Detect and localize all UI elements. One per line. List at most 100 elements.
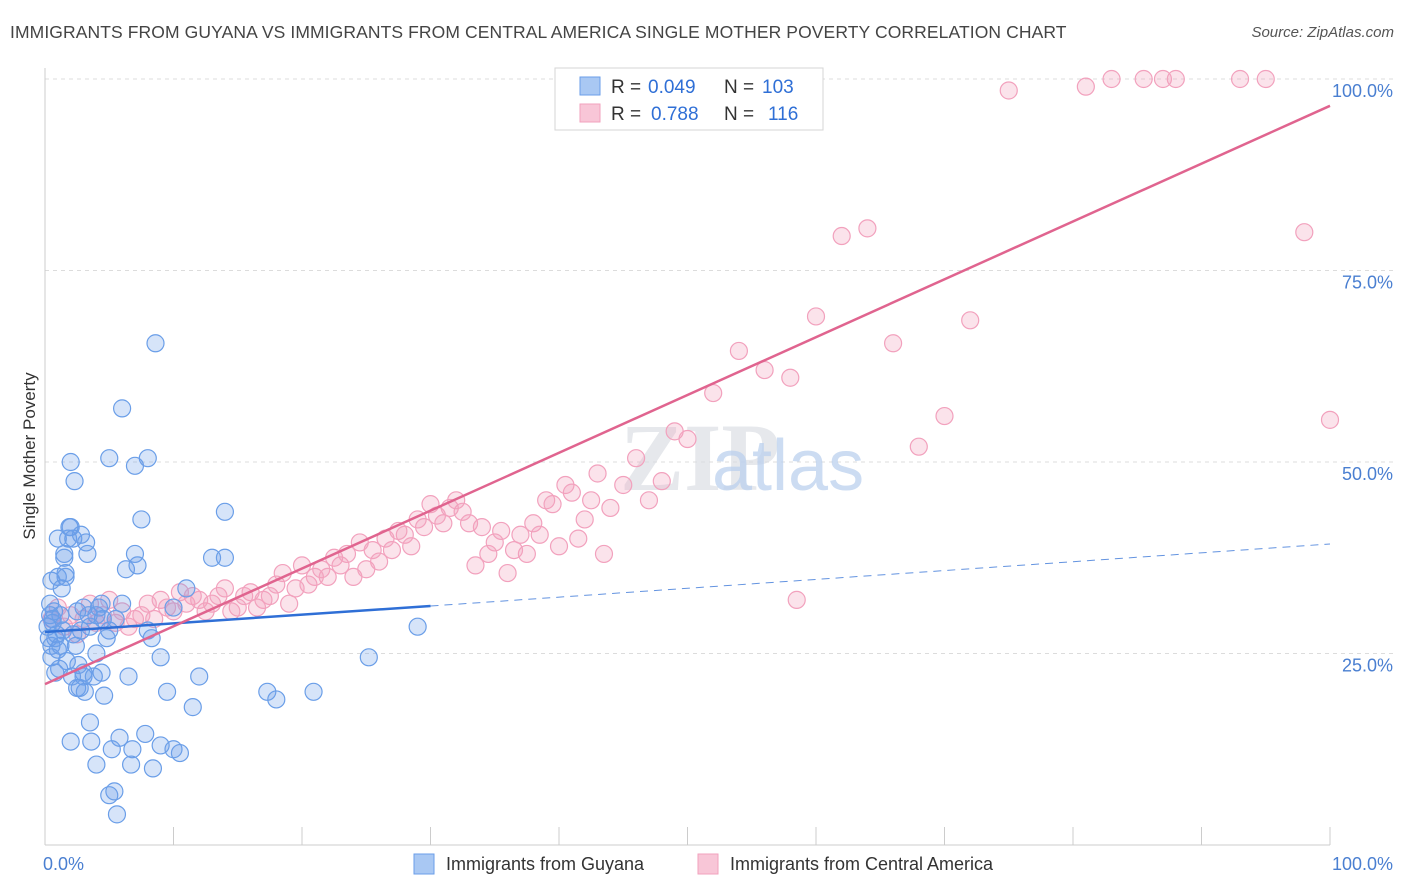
- guyana-point-66: [48, 529, 67, 548]
- central-america-point-110: [1230, 69, 1250, 89]
- guyana-point-84: [164, 740, 183, 759]
- guyana-point-32: [80, 713, 100, 732]
- guyana-point-33: [82, 732, 101, 751]
- stats-box: R = 0.049 N = 103 R = 0.788 N = 116: [554, 67, 824, 131]
- central-america-point-69: [485, 533, 504, 552]
- guyana-point-56: [151, 648, 170, 667]
- legend-label-central-america: Immigrants from Central America: [730, 854, 994, 874]
- guyana-point-76: [61, 732, 80, 751]
- guyana-point-96: [92, 594, 111, 613]
- y-tick-label-3: 100.0%: [1332, 81, 1393, 101]
- y-tick-label-0: 25.0%: [1342, 656, 1393, 676]
- guyana-point-102: [106, 609, 125, 629]
- central-america-point-51: [370, 552, 389, 571]
- central-america-point-68: [479, 544, 498, 564]
- central-america-point-102: [909, 437, 928, 456]
- guyana-point-93: [64, 529, 83, 548]
- central-america-point-66: [466, 556, 485, 575]
- central-america-point-112: [1295, 223, 1314, 242]
- legend-label-guyana: Immigrants from Guyana: [446, 854, 645, 874]
- stats-r-label-1: R =: [611, 77, 641, 98]
- guyana-point-65: [42, 571, 61, 590]
- guyana-point-37: [92, 663, 111, 682]
- central-america-point-56: [402, 537, 421, 556]
- central-america-point-74: [517, 544, 536, 564]
- central-america-point-67: [472, 518, 491, 537]
- central-america-point-106: [1076, 77, 1095, 96]
- central-america-point-84: [582, 491, 601, 510]
- guyana-point-38: [95, 686, 114, 705]
- guyana-point-47: [119, 667, 138, 686]
- guyana-point-64: [215, 502, 234, 521]
- central-america-point-87: [601, 498, 620, 518]
- central-america-point-82: [569, 529, 588, 548]
- central-america-point-34: [260, 586, 279, 606]
- guyana-point-19: [61, 452, 80, 472]
- guyana-point-50: [128, 556, 147, 575]
- guyana-point-57: [157, 682, 177, 701]
- guyana-point-31: [78, 544, 97, 564]
- guyana-point-91: [359, 648, 378, 667]
- central-america-point-61: [434, 514, 453, 533]
- guyana-point-48: [121, 755, 141, 774]
- central-america-point-79: [549, 537, 569, 556]
- guyana-point-68: [61, 518, 80, 537]
- legend-swatch-guyana: [413, 853, 435, 875]
- central-america-point-100: [858, 219, 877, 238]
- central-america-point-88: [614, 475, 633, 495]
- central-america-point-108: [1134, 69, 1153, 89]
- guyana-point-49: [125, 544, 145, 564]
- stats-n-label-2: N =: [724, 104, 754, 125]
- guyana-point-12: [52, 579, 71, 598]
- guyana-point-61: [183, 698, 202, 717]
- central-america-point-71: [498, 563, 517, 583]
- central-america-point-78: [543, 495, 562, 514]
- guyana-point-90: [304, 682, 323, 701]
- guyana-point-87: [215, 548, 234, 567]
- tick-labels: 25.0% 50.0% 75.0% 100.0% 0.0% 100.0%: [43, 81, 1393, 874]
- guyana-point-14: [55, 544, 74, 564]
- central-america-point-29: [228, 598, 247, 617]
- stats-swatch-central-america: [579, 103, 601, 123]
- guyana-point-67: [55, 548, 74, 567]
- central-america-point-85: [588, 464, 607, 483]
- guyana-point-100: [41, 606, 60, 625]
- trend-lines: [44, 104, 1331, 686]
- central-america-point-75: [524, 514, 543, 533]
- guyana-point-80: [112, 399, 132, 418]
- central-america-point-111: [1256, 69, 1275, 89]
- central-america-point-109: [1153, 69, 1173, 89]
- central-america-point-58: [414, 518, 434, 537]
- central-america-point-64: [453, 502, 472, 521]
- central-america-point-114: [1320, 410, 1340, 429]
- central-america-point-50: [363, 540, 382, 560]
- stats-r-label-2: R =: [611, 104, 641, 125]
- chart-title: IMMIGRANTS FROM GUYANA VS IMMIGRANTS FRO…: [10, 22, 1067, 42]
- guyana-point-29: [75, 682, 94, 701]
- central-america-point-53: [382, 540, 402, 560]
- stats-n-value-1: 103: [762, 77, 794, 98]
- central-america-point-73: [511, 525, 530, 544]
- stats-r-value-2: 0.788: [651, 104, 699, 125]
- legend-swatch-central-america: [697, 853, 719, 875]
- central-america-point-27: [215, 579, 234, 598]
- guyana-point-85: [143, 759, 163, 778]
- guyana-point-60: [177, 579, 196, 598]
- guyana-trend-extension: [430, 543, 1331, 607]
- watermark-atlas: atlas: [712, 426, 864, 506]
- y-axis-label: Single Mother Poverty: [20, 372, 39, 540]
- guyana-point-78: [87, 755, 106, 774]
- guyana-point-63: [202, 548, 222, 567]
- guyana-point-82: [138, 449, 157, 468]
- guyana-point-15: [56, 563, 75, 583]
- central-america-point-93: [678, 429, 697, 449]
- x-tick-label-1: 100.0%: [1332, 854, 1393, 874]
- central-america-point-37: [280, 594, 299, 613]
- central-america-point-99: [832, 226, 851, 246]
- central-america-point-103: [935, 406, 954, 426]
- guyana-point-98: [46, 629, 65, 648]
- legend: Immigrants from Guyana Immigrants from C…: [413, 853, 994, 875]
- stats-n-label-1: N =: [724, 77, 754, 98]
- central-america-point-43: [318, 567, 337, 587]
